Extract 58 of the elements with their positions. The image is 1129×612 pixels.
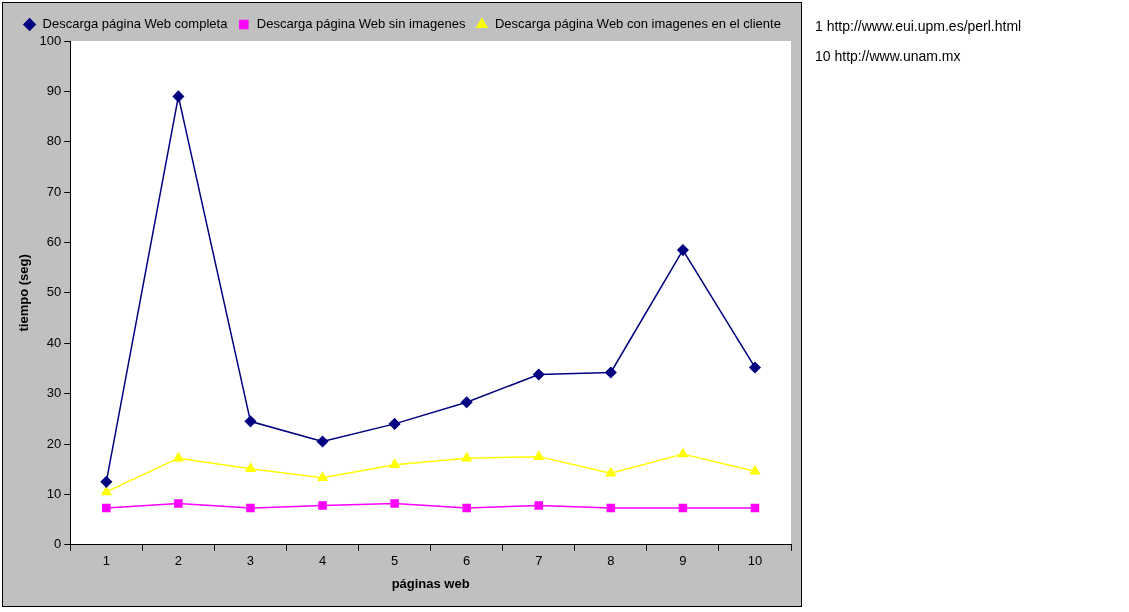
point xyxy=(462,503,471,513)
x-tick-label: 7 xyxy=(535,553,543,569)
x-tick-label: 8 xyxy=(607,553,615,569)
point xyxy=(102,503,111,513)
legend-label: Descarga página Web completa xyxy=(42,16,229,32)
y-tick-label: 100 xyxy=(39,32,62,48)
text: 1 http://www.eui.upm.es/perl.html xyxy=(815,18,1022,34)
y-tick-label: 90 xyxy=(46,82,62,98)
point xyxy=(605,366,617,379)
point xyxy=(390,499,399,508)
y-tick-label: 20 xyxy=(46,435,62,451)
y-tick-label: 10 xyxy=(46,486,62,501)
legend-label: Descarga página Web sin imagenes xyxy=(256,16,466,32)
y-axis-title: tiempo (seg) xyxy=(16,254,32,332)
point xyxy=(460,396,473,408)
point xyxy=(677,448,688,458)
x-tick-label: 3 xyxy=(246,553,255,569)
point xyxy=(678,503,688,513)
text: 10 http://www.unam.mx xyxy=(815,48,962,64)
point xyxy=(317,472,328,482)
x-tick-label: 6 xyxy=(463,553,471,569)
point xyxy=(606,503,616,513)
y-tick-label: 60 xyxy=(46,234,62,250)
point xyxy=(750,503,760,513)
y-tick-label: 80 xyxy=(46,133,62,149)
point xyxy=(245,462,256,472)
x-tick-label: 9 xyxy=(679,553,687,569)
y-tick-label: 30 xyxy=(46,385,62,401)
point xyxy=(100,476,113,488)
point xyxy=(461,452,472,462)
point xyxy=(534,501,544,510)
point xyxy=(605,467,616,477)
point xyxy=(244,415,257,428)
x-axis-title: páginas web xyxy=(391,575,470,591)
point xyxy=(172,90,185,103)
x-tick-label: 5 xyxy=(390,553,399,569)
point xyxy=(677,244,689,256)
point xyxy=(388,418,401,430)
point xyxy=(389,458,400,468)
y-tick-label: 70 xyxy=(46,183,62,199)
x-tick-label: 10 xyxy=(747,553,763,569)
point xyxy=(318,501,327,510)
point xyxy=(173,452,184,462)
y-tick-label: 40 xyxy=(46,334,62,350)
y-tick-label: 50 xyxy=(46,284,62,300)
x-tick-label: 1 xyxy=(102,553,110,569)
point xyxy=(749,361,761,374)
point xyxy=(749,465,761,475)
point xyxy=(533,368,545,381)
y-tick-label: 0 xyxy=(54,536,62,552)
point xyxy=(316,435,329,448)
point xyxy=(101,486,112,496)
point xyxy=(533,450,544,460)
point xyxy=(246,503,255,513)
point xyxy=(174,499,183,508)
legend-label: Descarga página Web con imagenes en el cliente xyxy=(494,16,781,32)
x-tick-label: 4 xyxy=(318,553,327,569)
x-tick-label: 2 xyxy=(174,553,183,569)
